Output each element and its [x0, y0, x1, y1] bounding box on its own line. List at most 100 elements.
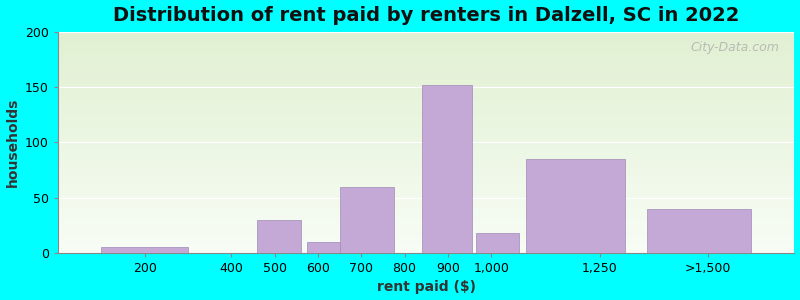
Bar — [58, 179, 794, 180]
Bar — [422, 85, 472, 253]
Bar — [58, 68, 794, 69]
Bar — [58, 103, 794, 105]
Bar — [58, 113, 794, 115]
Bar — [58, 143, 794, 145]
Bar — [58, 54, 794, 55]
Bar — [58, 243, 794, 244]
Bar — [58, 193, 794, 194]
Bar — [58, 50, 794, 52]
Bar — [58, 176, 794, 178]
Bar — [58, 158, 794, 159]
Bar — [58, 184, 794, 185]
Bar — [58, 222, 794, 223]
Bar — [58, 229, 794, 230]
Bar — [58, 127, 794, 128]
Bar — [58, 236, 794, 237]
Bar — [58, 208, 794, 210]
Bar — [58, 153, 794, 154]
Bar — [58, 106, 794, 107]
Bar — [58, 100, 794, 101]
Bar — [58, 110, 794, 111]
Bar — [58, 167, 794, 168]
Bar — [58, 139, 794, 140]
Bar — [58, 206, 794, 208]
Bar — [58, 157, 794, 158]
Bar — [58, 79, 794, 80]
Bar — [58, 115, 794, 116]
Bar — [58, 192, 794, 193]
Bar — [58, 198, 794, 199]
Bar — [58, 61, 794, 63]
Bar — [58, 196, 794, 198]
Bar — [58, 212, 794, 213]
Bar — [58, 131, 794, 132]
Bar — [58, 44, 794, 45]
Bar — [58, 73, 794, 74]
Bar — [58, 137, 794, 138]
Bar — [58, 108, 794, 109]
Bar — [58, 32, 794, 33]
X-axis label: rent paid ($): rent paid ($) — [377, 280, 476, 294]
Bar — [58, 80, 794, 81]
Bar — [476, 233, 519, 253]
Bar — [58, 63, 794, 64]
Bar — [58, 89, 794, 90]
Text: City-Data.com: City-Data.com — [691, 40, 780, 53]
Bar — [58, 211, 794, 212]
Bar — [58, 221, 794, 222]
Bar — [58, 168, 794, 169]
Bar — [58, 48, 794, 50]
Bar — [58, 226, 794, 227]
Bar — [58, 65, 794, 66]
Bar — [58, 224, 794, 225]
Bar — [58, 59, 794, 60]
Bar — [58, 204, 794, 205]
Bar — [58, 154, 794, 155]
Bar — [58, 232, 794, 233]
Bar — [58, 152, 794, 153]
Bar — [58, 52, 794, 53]
Bar — [58, 187, 794, 188]
Bar — [58, 64, 794, 65]
Bar — [58, 216, 794, 217]
Bar — [58, 132, 794, 134]
Bar — [58, 47, 794, 48]
Bar — [58, 81, 794, 83]
Bar — [58, 95, 794, 96]
Bar — [58, 57, 794, 58]
Bar — [58, 245, 794, 246]
Bar — [58, 42, 794, 43]
Bar — [58, 99, 794, 100]
Bar — [58, 160, 794, 161]
Bar — [58, 67, 794, 68]
Bar — [58, 233, 794, 234]
Bar — [58, 219, 794, 220]
Bar — [58, 201, 794, 202]
Bar — [58, 191, 794, 192]
Bar — [58, 147, 794, 148]
Bar — [58, 126, 794, 127]
Bar — [647, 208, 751, 253]
Bar — [58, 46, 794, 47]
Bar — [58, 58, 794, 59]
Bar — [58, 166, 794, 167]
Bar — [58, 84, 794, 85]
Bar — [58, 38, 794, 39]
Bar — [58, 101, 794, 102]
Bar — [58, 150, 794, 151]
Bar — [58, 214, 794, 215]
Bar — [58, 200, 794, 201]
Bar — [58, 146, 794, 147]
Bar — [58, 234, 794, 235]
Bar — [58, 102, 794, 104]
Bar — [58, 237, 794, 238]
Bar — [58, 238, 794, 240]
Bar — [58, 34, 794, 35]
Bar — [58, 140, 794, 141]
Bar — [58, 244, 794, 245]
Bar — [58, 88, 794, 89]
Bar — [58, 202, 794, 203]
Bar — [58, 121, 794, 122]
Bar — [58, 250, 794, 252]
Bar — [58, 43, 794, 44]
